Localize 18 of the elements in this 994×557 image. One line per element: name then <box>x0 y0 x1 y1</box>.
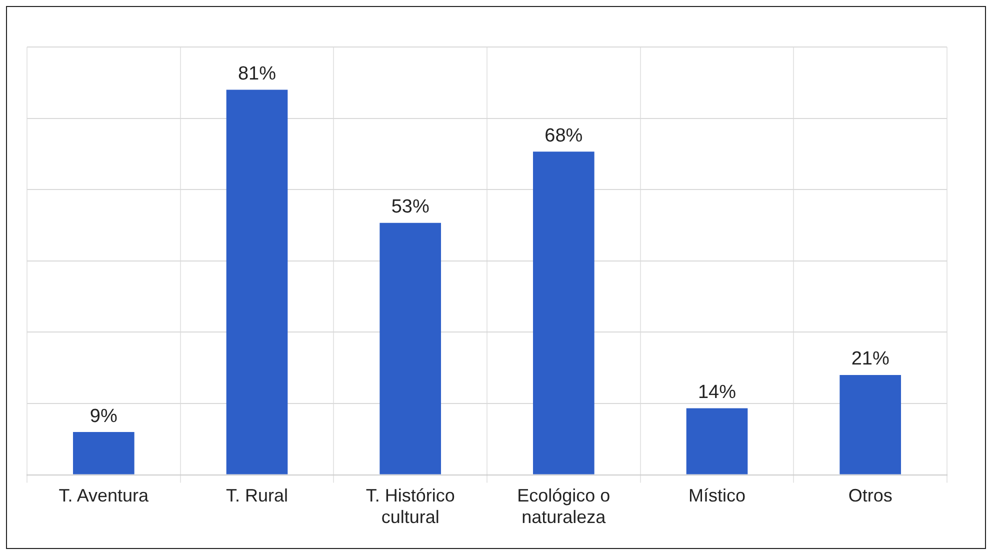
bar <box>686 408 748 474</box>
x-tick-label: T. Histórico cultural <box>366 486 455 528</box>
bar <box>840 374 901 474</box>
bar <box>73 432 134 474</box>
data-label: 53% <box>391 196 430 218</box>
data-label: 14% <box>698 382 736 403</box>
x-tick-label: T. Aventura <box>58 486 150 506</box>
data-label: 81% <box>238 64 276 85</box>
bar <box>533 152 594 474</box>
data-label: 68% <box>544 125 583 146</box>
x-tick-label: T. Rural <box>226 486 288 506</box>
data-label: 21% <box>851 348 890 370</box>
bar <box>380 222 441 474</box>
bar <box>226 90 288 474</box>
data-label: 9% <box>90 406 118 427</box>
x-tick-label: Místico <box>688 486 746 506</box>
x-tick-label: Ecológico o naturaleza <box>517 486 610 528</box>
x-tick-label: Otros <box>848 486 892 506</box>
